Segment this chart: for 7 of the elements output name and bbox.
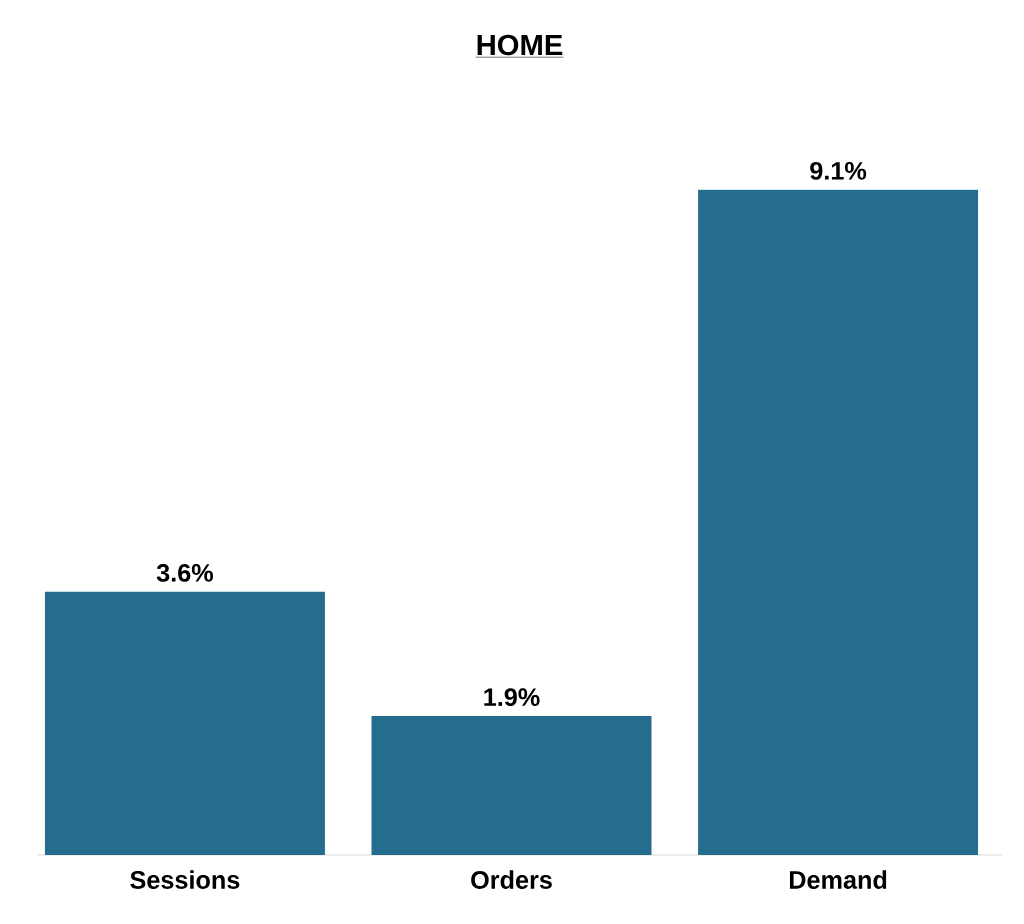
x-tick-label: Orders [471, 870, 552, 889]
x-tick-label: Sessions [130, 870, 240, 889]
data-label: 3.6% [156, 563, 214, 582]
x-tick-label: Demand [789, 870, 887, 889]
data-label: 9.1% [810, 161, 867, 180]
chart-title: HOME [477, 34, 563, 56]
data-label: 1.9% [484, 688, 540, 707]
